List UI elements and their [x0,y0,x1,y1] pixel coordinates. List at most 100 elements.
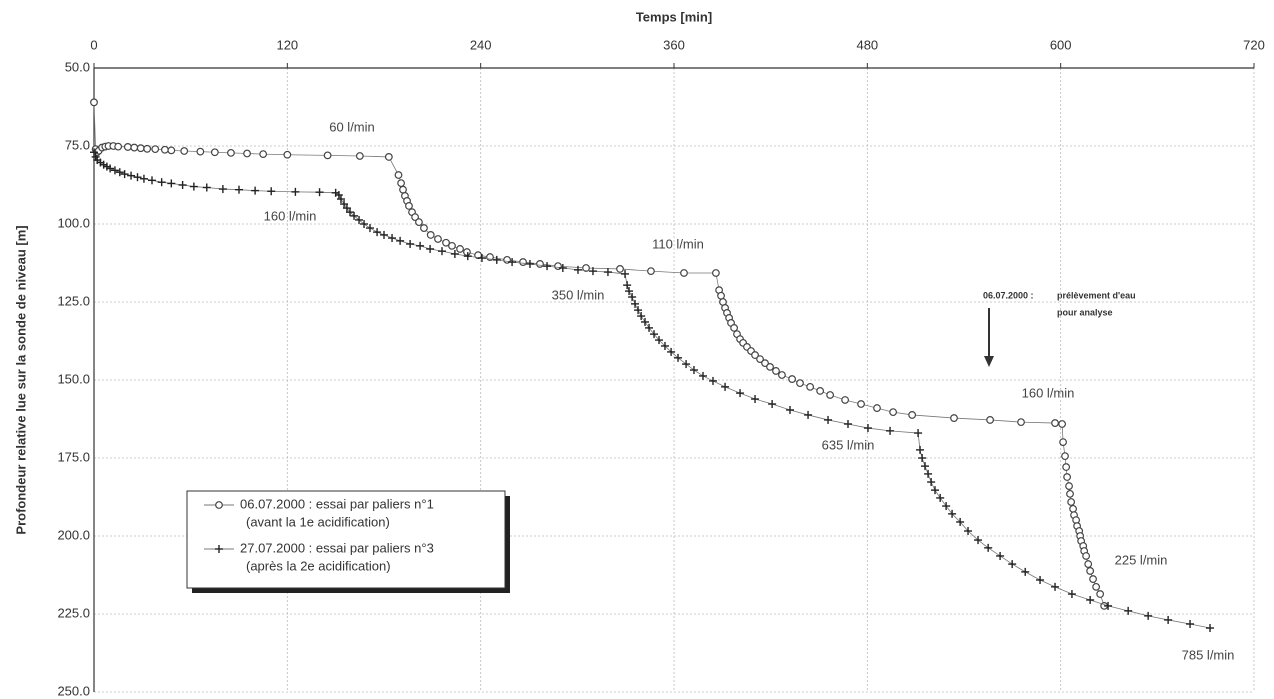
data-point [477,254,486,263]
data-point [1036,575,1045,584]
legend-box [186,490,506,589]
data-point [1065,482,1073,490]
data-point [426,231,435,239]
y-tick-label: 200.0 [57,527,90,542]
data-point [1086,595,1095,604]
data-point [130,143,139,152]
data-point [267,187,276,196]
data-point [1051,419,1059,427]
data-point [406,239,415,248]
data-point [984,543,993,552]
data-point [123,143,132,151]
data-point [106,164,115,173]
data-point [711,269,720,277]
y-tick-label: 250.0 [57,683,90,698]
data-point [227,148,235,157]
data-point [699,371,707,380]
annotation: 60 l/min [329,119,375,134]
data-point [730,323,738,332]
data-point [655,336,664,345]
data-point [936,493,945,502]
data-point [1096,590,1105,598]
data-point [388,234,397,243]
note-date: 06.07.2000 : [983,290,1034,300]
data-point [841,396,849,404]
y-tick-label: 175.0 [57,449,90,464]
data-point [283,150,292,159]
data-point [536,260,544,268]
x-axis-label: Temps [min] [636,9,712,24]
data-point [986,416,994,424]
data-point [115,168,124,177]
data-point [167,179,176,188]
data-point [721,382,730,391]
data-point [1021,567,1030,576]
y-tick-label: 100.0 [57,215,90,230]
data-point [857,400,865,408]
data-point [143,144,152,153]
data-point [717,291,725,300]
data-point [151,145,160,154]
data-point [360,220,369,228]
data-point [210,148,219,157]
data-point [323,151,332,160]
x-tick-label: 0 [90,37,97,52]
data-point [948,509,957,518]
data-point [235,185,243,194]
data-point [974,536,983,545]
data-point [90,98,98,107]
data-point [786,405,794,414]
data-point [942,502,951,511]
data-point [766,362,774,371]
data-point [916,445,925,454]
data-point [1067,498,1076,506]
data-point [90,148,98,157]
data-point [634,306,643,315]
data-point [689,366,698,375]
data-point [380,230,388,239]
data-point [1067,590,1076,599]
data-point [637,312,646,321]
data-point [1062,463,1071,471]
data-point [921,462,930,471]
data-point [127,171,136,180]
data-point [824,415,833,424]
data-point [519,258,527,266]
data-point [680,269,688,277]
data-point [336,195,345,204]
data-point [508,258,517,267]
x-tick-label: 600 [1050,37,1072,52]
data-point [394,171,403,179]
data-point [1061,452,1069,461]
data-point [355,215,364,224]
data-point [543,262,552,271]
data-point [631,299,640,308]
data-point [1089,575,1097,583]
data-point [1084,560,1093,568]
data-point [215,545,223,553]
data-point [956,517,965,526]
y-axis-label: Profondeur relative lue sur la sonde de … [13,225,28,534]
data-point [334,190,343,199]
data-point [291,187,300,196]
data-point [396,236,405,245]
data-point [399,185,407,194]
data-point [996,551,1005,560]
data-point [1206,624,1215,633]
data-point [621,269,630,278]
data-point [448,241,456,250]
data-point [1008,560,1017,569]
data-point [826,391,835,399]
note-text: pour analyse [1057,307,1113,317]
data-point [136,144,145,153]
data-point [450,249,459,258]
data-point [133,173,142,182]
data-point [110,166,119,175]
data-point [863,424,872,433]
data-point [1051,582,1060,591]
data-point [1063,473,1072,481]
data-point [259,150,268,159]
data-point [114,142,123,151]
data-point [804,410,813,419]
